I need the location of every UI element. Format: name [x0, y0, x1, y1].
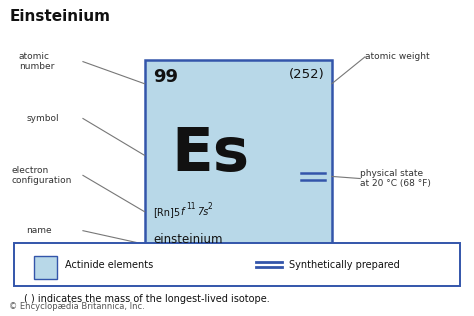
Text: atomic weight: atomic weight	[365, 52, 429, 61]
Text: 11: 11	[186, 202, 196, 211]
Text: ( ) indicates the mass of the longest-lived isotope.: ( ) indicates the mass of the longest-li…	[24, 294, 269, 304]
Text: 7s: 7s	[197, 207, 208, 217]
Text: Actinide elements: Actinide elements	[65, 260, 154, 270]
Text: einsteinium: einsteinium	[153, 234, 223, 246]
Text: Es: Es	[171, 125, 249, 184]
Text: [Rn]5: [Rn]5	[153, 207, 180, 217]
Text: atomic
number: atomic number	[19, 52, 55, 71]
Text: 99: 99	[153, 68, 178, 86]
Bar	[145, 60, 332, 261]
Text: 2: 2	[207, 202, 212, 211]
Bar	[34, 256, 57, 279]
Text: (252): (252)	[289, 68, 325, 81]
Bar	[14, 243, 460, 286]
Text: name: name	[26, 226, 52, 235]
Text: Synthetically prepared: Synthetically prepared	[289, 260, 400, 270]
Text: f: f	[181, 207, 184, 217]
Text: Einsteinium: Einsteinium	[9, 9, 110, 24]
Text: © Encyclopædia Britannica, Inc.: © Encyclopædia Britannica, Inc.	[9, 302, 145, 311]
Text: symbol: symbol	[26, 114, 59, 123]
Text: electron
configuration: electron configuration	[12, 166, 72, 185]
Text: physical state
at 20 °C (68 °F): physical state at 20 °C (68 °F)	[360, 169, 431, 188]
